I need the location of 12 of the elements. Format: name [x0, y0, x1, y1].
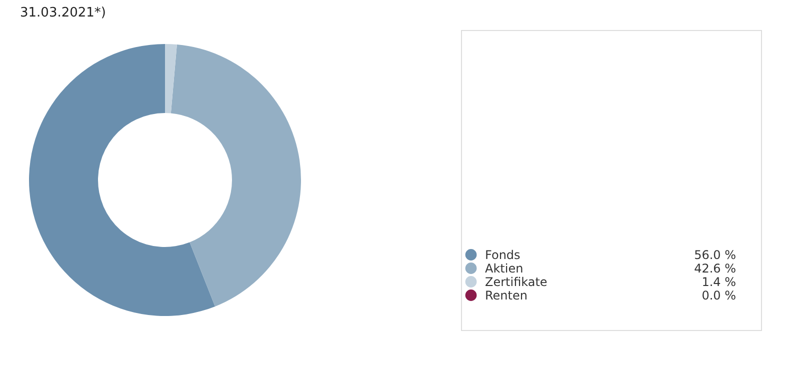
- data-label: 56.0 %: [694, 248, 736, 262]
- chart-title: 31.03.2021*): [20, 6, 106, 20]
- legend-label: Fonds: [485, 248, 520, 262]
- text: 0.0 %: [702, 288, 736, 302]
- data-label: 42.6 %: [694, 261, 736, 276]
- donut-slice: [29, 44, 216, 316]
- donut-slice: [165, 44, 177, 114]
- data-label: 1.4 %: [702, 274, 736, 289]
- legend-label: Zertifikate: [485, 274, 548, 289]
- legend-label: Renten: [485, 288, 528, 302]
- donut-slice: [170, 44, 301, 306]
- legend-label: Aktien: [485, 261, 524, 276]
